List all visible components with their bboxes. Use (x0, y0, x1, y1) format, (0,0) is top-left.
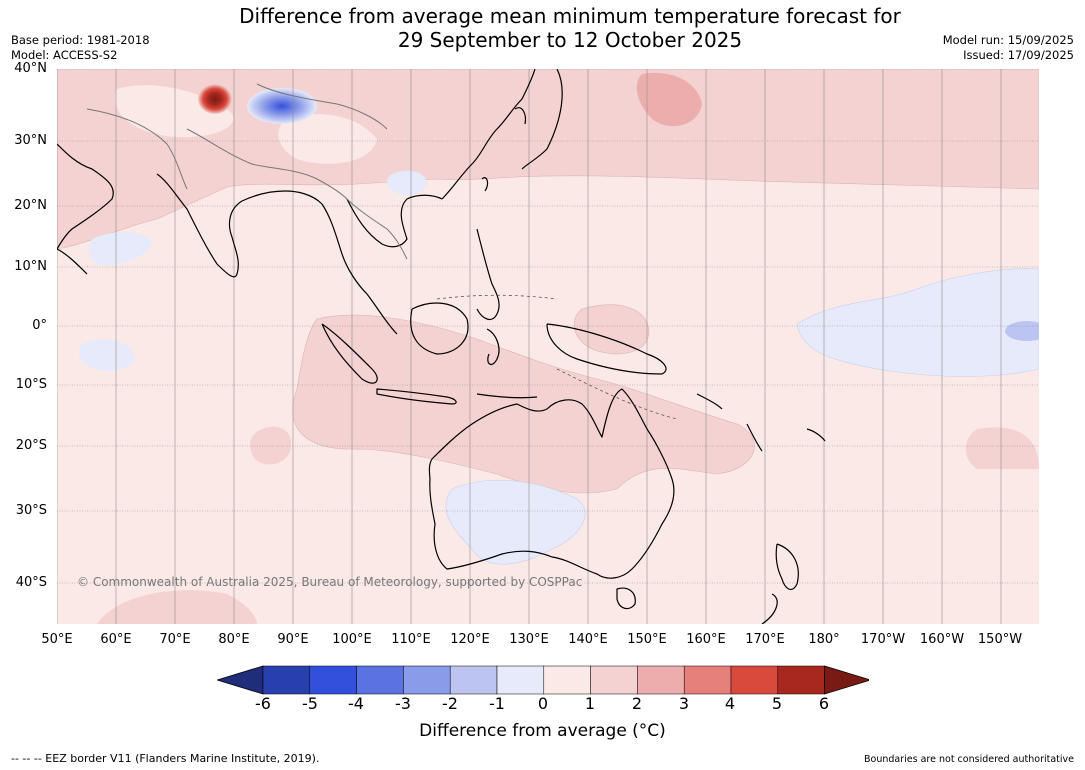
colorbar-segment (590, 665, 638, 695)
colorbar-segment (683, 665, 732, 695)
lon-label: 110°E (391, 632, 431, 647)
arabia-cool-patch (88, 231, 152, 266)
base-period: Base period: 1981-2018 (11, 33, 150, 47)
lon-label: 50°E (41, 632, 73, 647)
sw-pacific-warm-patch (965, 427, 1039, 469)
colorbar-segment (449, 665, 498, 695)
tibet-light-patch (278, 114, 377, 164)
meta-left: Base period: 1981-2018 Model: ACCESS-S2 (11, 33, 150, 63)
indian-cool-patch (78, 339, 135, 371)
copyright-text: © Commonwealth of Australia 2025, Bureau… (77, 575, 583, 589)
lon-label: 150°E (627, 632, 667, 647)
colorbar-segment (496, 665, 545, 695)
lat-label: 20°N (14, 198, 47, 213)
colorbar-tick: -1 (489, 694, 505, 713)
model-name: Model: ACCESS-S2 (11, 48, 118, 62)
colorbar-segment (356, 665, 404, 695)
lat-label: 40°N (14, 61, 47, 76)
colorbar-tick: 3 (678, 694, 690, 713)
pacific-warm-patch (636, 72, 702, 127)
colorbar-arrow-high (824, 665, 869, 695)
eez-borders (436, 294, 678, 420)
colorbar-segment (543, 665, 591, 695)
colorbar-tick: 1 (584, 694, 596, 713)
coastlines (57, 69, 826, 624)
colorbar-segment (403, 665, 451, 695)
colorbar-tick: -3 (395, 694, 411, 713)
colorbar-segment (730, 665, 779, 695)
graticule (57, 69, 1039, 624)
model-run: Model run: 15/09/2025 (942, 33, 1074, 47)
colorbar-tick: 2 (631, 694, 643, 713)
lat-label: 20°S (15, 438, 47, 453)
colorbar-tick: -2 (442, 694, 458, 713)
colorbar (217, 665, 869, 695)
lon-label: 70°E (159, 632, 191, 647)
lon-label: 100°E (332, 632, 372, 647)
colorbar-segment (309, 665, 357, 695)
meta-right: Model run: 15/09/2025 Issued: 17/09/2025 (943, 33, 1074, 63)
lon-label: 60°E (100, 632, 132, 647)
colorbar-arrow-low (217, 665, 264, 695)
hot-spot (198, 84, 232, 114)
colorbar-segment (262, 665, 311, 695)
lat-label: 10°S (15, 377, 47, 392)
lat-label: 30°N (14, 133, 47, 148)
lon-label: 150°W (977, 632, 1023, 647)
map-title: Difference from average mean minimum tem… (0, 4, 1085, 52)
boundary-disclaimer: Boundaries are not considered authoritat… (864, 754, 1074, 765)
lon-label: 80°E (218, 632, 250, 647)
colorbar-tick: 6 (818, 694, 830, 713)
maritime-warm-patch (292, 314, 755, 494)
lon-label: 140°E (568, 632, 608, 647)
colorbar-tick: 4 (724, 694, 736, 713)
title-line-2: 29 September to 12 October 2025 (397, 28, 743, 52)
colorbar-tick: -4 (348, 694, 364, 713)
lon-label: 90°E (277, 632, 309, 647)
lon-label: 170°W (860, 632, 906, 647)
indian-warm-patch (250, 426, 292, 465)
map-panel (57, 69, 1039, 624)
lon-label: 120°E (450, 632, 490, 647)
colorbar-tick: 5 (771, 694, 783, 713)
eez-footnote: -- -- -- EEZ border V11 (Flanders Marine… (11, 752, 320, 765)
title-line-1: Difference from average mean minimum tem… (239, 4, 901, 28)
colorbar-label: Difference from average (°C) (419, 721, 666, 741)
lat-label: 10°N (14, 259, 47, 274)
png-warm-patch (573, 304, 650, 355)
colorbar-tick: -6 (255, 694, 271, 713)
lon-label: 130°E (509, 632, 549, 647)
lat-label: 30°S (15, 503, 47, 518)
lon-label: 180° (808, 632, 840, 647)
lon-label: 160°E (686, 632, 726, 647)
south-warm-patch (97, 590, 257, 624)
scs-cool-patch (386, 170, 427, 196)
lat-label: 40°S (15, 575, 47, 590)
lon-label: 170°E (745, 632, 785, 647)
australia-cool-patch (445, 480, 586, 565)
colorbar-segment (777, 665, 825, 695)
pacific-cool-patch (796, 268, 1039, 377)
lon-label: 160°W (919, 632, 965, 647)
colorbar-segment (637, 665, 685, 695)
issued-date: Issued: 17/09/2025 (963, 48, 1074, 62)
borders (86, 83, 408, 260)
pacific-cooler-core (1005, 321, 1039, 341)
lat-label: 0° (32, 318, 47, 333)
colorbar-tick: -5 (302, 694, 318, 713)
colorbar-tick: 0 (537, 694, 549, 713)
